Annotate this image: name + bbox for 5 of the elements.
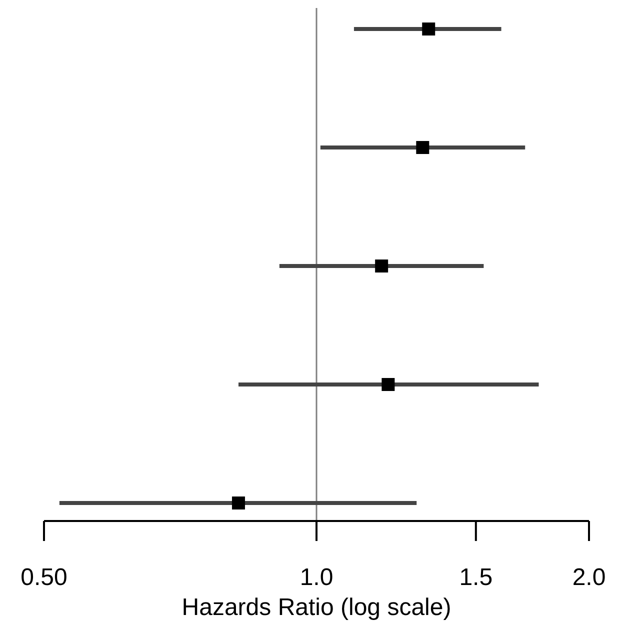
x-tick-label: 1.0 bbox=[300, 564, 334, 591]
x-tick-label: 0.50 bbox=[20, 564, 68, 591]
x-axis-title: Hazards Ratio (log scale) bbox=[182, 594, 452, 621]
x-tick-label: 1.5 bbox=[459, 564, 493, 591]
x-tick-label: 2.0 bbox=[572, 564, 606, 591]
